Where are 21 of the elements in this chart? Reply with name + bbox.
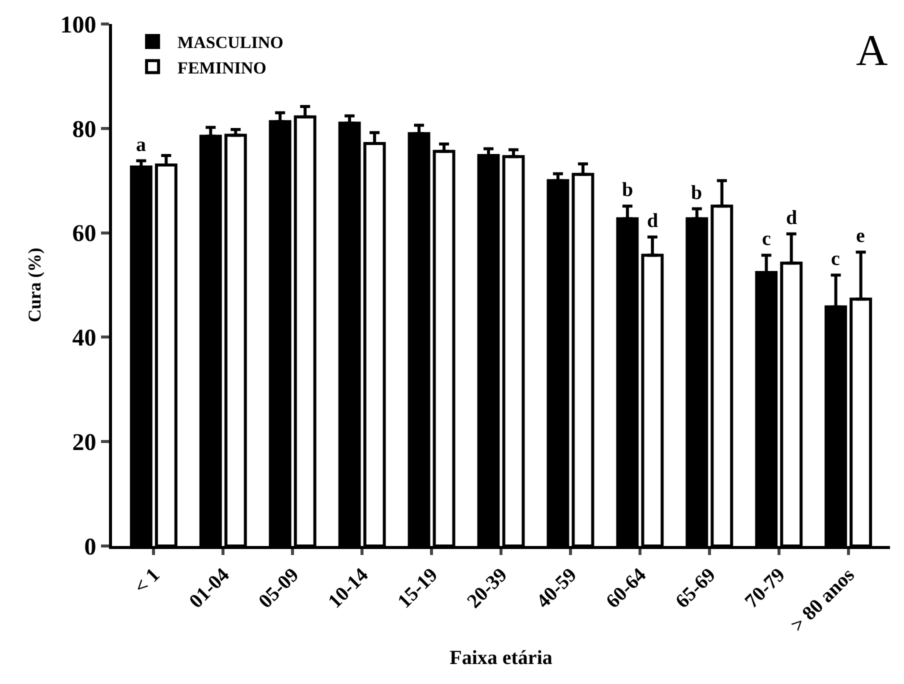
annotation: A bbox=[856, 26, 888, 75]
x-axis-title: Faixa etária bbox=[450, 646, 552, 669]
x-tick-label: < 1 bbox=[130, 564, 164, 598]
legend-label: MASCULINO bbox=[178, 33, 284, 52]
y-tick-label: 100 bbox=[60, 12, 96, 38]
y-tick-label: 0 bbox=[84, 534, 96, 560]
annotation: d bbox=[786, 207, 798, 229]
x-tick-label: > 80 anos bbox=[786, 564, 860, 636]
annotation: e bbox=[856, 225, 865, 247]
annotation: a bbox=[136, 134, 146, 156]
annotation: c bbox=[762, 228, 771, 250]
y-tick-label: 60 bbox=[72, 221, 96, 248]
y-tick-label: 40 bbox=[72, 326, 96, 352]
y-tick-label: 80 bbox=[72, 116, 96, 143]
annotation: b bbox=[691, 182, 702, 204]
y-tick-label: 20 bbox=[72, 430, 96, 456]
annotation: d bbox=[647, 210, 658, 232]
annotation: c bbox=[831, 248, 840, 270]
y-axis-title: Cura (%) bbox=[24, 248, 44, 322]
annotation: b bbox=[622, 179, 634, 201]
legend-label: FEMININO bbox=[178, 58, 266, 78]
